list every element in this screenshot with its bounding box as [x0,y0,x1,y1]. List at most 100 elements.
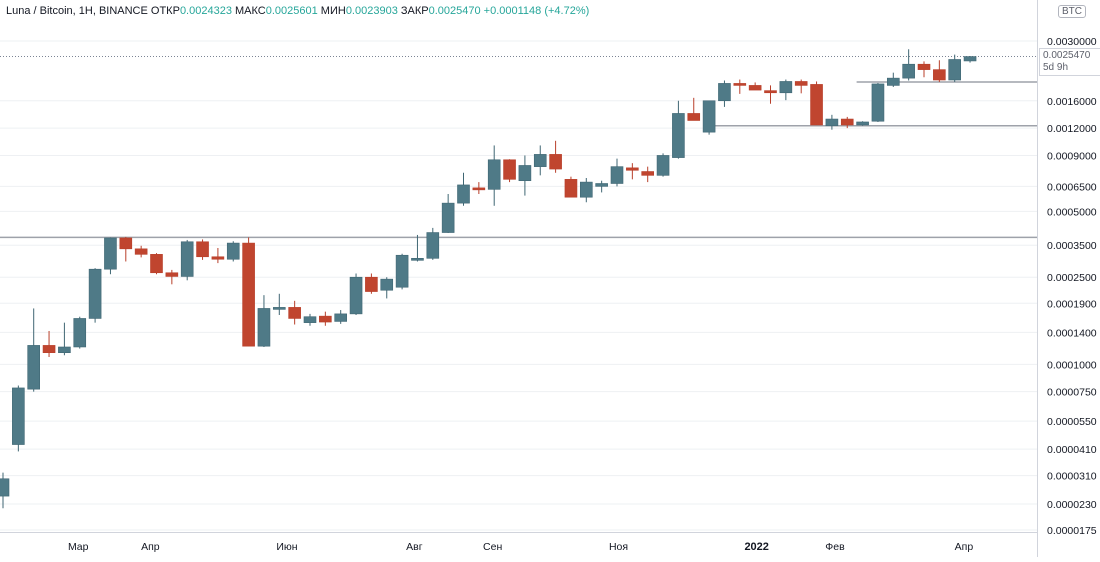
candle [441,202,455,233]
price-axis-label: 0.0000550 [1047,416,1097,428]
candle [104,237,117,270]
price-axis-label: 0.0009000 [1047,150,1097,162]
candle [88,268,102,319]
candle [503,159,516,180]
candle [226,242,240,260]
candle [733,83,747,86]
candle [196,241,209,258]
candle [119,237,133,250]
candle [963,56,977,62]
candle [579,181,593,198]
price-axis-label: 0.0000230 [1047,499,1097,511]
price-axis-label: 0.0012000 [1047,123,1097,135]
last-price-label: 0.0025470 5d 9h [1039,48,1100,76]
time-axis-label: Июн [276,541,297,553]
time-axis-label: 2022 [744,541,768,553]
candle [902,63,915,79]
open-value: 0.0024323 [179,5,232,17]
time-axis-label: Мар [68,541,89,553]
candle [840,118,854,126]
candle [764,90,777,94]
candle [27,345,41,390]
candle [487,159,501,190]
low-label: МИН [320,5,346,17]
candle [319,315,332,323]
high-value: 0.0025601 [265,5,318,17]
candle [672,113,685,158]
candle [641,171,655,176]
time-axis-label: Апр [955,541,974,553]
candle [165,272,179,277]
candle [518,165,532,182]
time-axis-label: Апр [141,541,160,553]
candle [702,100,716,133]
candle [564,179,578,198]
candle [718,83,731,102]
candle [380,278,394,291]
close-label: ЗАКР [400,5,429,17]
candle [595,183,608,187]
candle [303,316,317,323]
price-axis-label: 0.0000750 [1047,387,1097,399]
price-axis-label: 0.0006500 [1047,181,1097,193]
candle [457,184,470,204]
candle [856,121,869,126]
change-value: +0.0001148 (+4.72%) [483,5,590,17]
candle [687,113,701,121]
bar-countdown: 5d 9h [1043,62,1069,73]
candle [610,166,624,184]
candle [288,307,301,319]
last-price-value: 0.0025470 [1043,50,1091,61]
candle [886,77,900,86]
price-axis-label: 0.0003500 [1047,240,1097,252]
candle [549,154,562,170]
currency-badge[interactable]: BTC [1058,5,1086,18]
candle [134,248,148,255]
candle [0,478,10,497]
time-axis-label: Сен [483,541,502,553]
close-value: 0.0025470 [428,5,481,17]
candle [395,254,409,288]
candle [533,154,547,167]
low-value: 0.0023903 [345,5,398,17]
price-axis-label: 0.0001900 [1047,298,1097,310]
price-axis-label: 0.0000175 [1047,525,1097,537]
candle [42,345,56,353]
candle [349,276,363,315]
candle [411,258,424,261]
price-axis-label: 0.0001000 [1047,359,1097,371]
price-axis-label: 0.0002500 [1047,272,1097,284]
candle [180,241,194,277]
open-label: ОТКР [150,5,180,17]
candle [73,318,87,348]
ohlc-legend: Luna / Bitcoin, 1H, BINANCE ОТКР0.002432… [6,5,589,17]
candle [150,254,163,274]
candle [211,256,225,260]
candle [426,232,440,259]
price-axis-label: 0.0000410 [1047,444,1097,456]
candle [626,167,639,171]
high-label: МАКС [235,5,266,17]
time-axis-label: Фев [825,541,845,553]
candle [871,83,885,122]
candle [472,187,486,191]
symbol-title[interactable]: Luna / Bitcoin, 1H, BINANCE [6,5,148,17]
candle [365,276,378,292]
candle [948,59,962,81]
candle [794,81,808,86]
price-axis-label: 0.0016000 [1047,96,1097,108]
candle [12,387,25,445]
candle [242,242,255,347]
candle [748,85,762,91]
candle [810,84,823,126]
price-axis-label: 0.0001400 [1047,327,1097,339]
candle [257,308,271,347]
candle [272,307,286,310]
candle [825,118,839,127]
price-axis-label: 0.0005000 [1047,206,1097,218]
candle [334,313,348,322]
time-axis-label: Авг [406,541,423,553]
price-axis-label: 0.0000310 [1047,471,1097,483]
